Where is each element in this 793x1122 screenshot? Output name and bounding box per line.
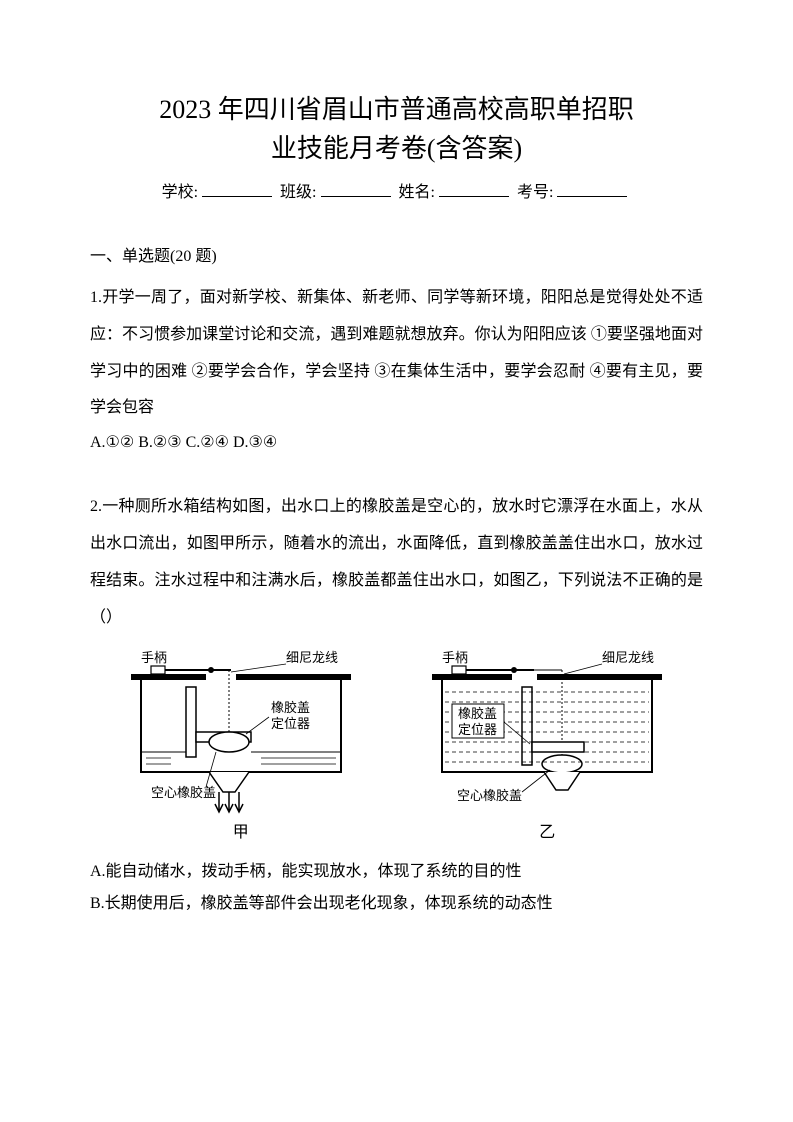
diagram-a-svg: 手柄 细尼龙线 橡胶盖 定位器 空心橡胶盖 bbox=[111, 642, 371, 817]
question-2-text: 2.一种厕所水箱结构如图，出水口上的橡胶盖是空心的，放水时它漂浮在水面上，水从出… bbox=[90, 498, 703, 625]
name-label: 姓名: bbox=[399, 184, 435, 201]
diagram-b: 手柄 细尼龙线 橡胶盖 定位器 空心橡胶盖 乙 bbox=[412, 642, 682, 852]
school-blank[interactable] bbox=[202, 180, 272, 197]
class-label: 班级: bbox=[280, 184, 316, 201]
title-line2: 业技能月考卷(含答案) bbox=[90, 129, 703, 168]
label-cap-b: 空心橡胶盖 bbox=[457, 788, 522, 803]
question-1: 1.开学一周了，面对新学校、新集体、新老师、同学等新环境，阳阳总是觉得处处不适应… bbox=[90, 280, 703, 459]
diagram-a-caption: 甲 bbox=[111, 815, 371, 852]
question-2-option-b: B.长期使用后，橡胶盖等部件会出现老化现象，体现系统的动态性 bbox=[90, 888, 703, 920]
label-thread-b: 细尼龙线 bbox=[602, 650, 654, 665]
label-thread: 细尼龙线 bbox=[286, 650, 338, 665]
label-handle-b: 手柄 bbox=[442, 650, 468, 665]
diagram-a: 手柄 细尼龙线 橡胶盖 定位器 空心橡胶盖 甲 bbox=[111, 642, 371, 852]
school-label: 学校: bbox=[162, 184, 198, 201]
label-locator1-b: 橡胶盖 bbox=[458, 706, 497, 721]
question-2-option-a: A.能自动储水，拨动手柄，能实现放水，体现了系统的目的性 bbox=[90, 856, 703, 888]
label-locator2-b: 定位器 bbox=[458, 722, 497, 737]
question-2-diagrams: 手柄 细尼龙线 橡胶盖 定位器 空心橡胶盖 甲 bbox=[90, 642, 703, 852]
diagram-b-caption: 乙 bbox=[412, 815, 682, 852]
question-1-text: 1.开学一周了，面对新学校、新集体、新老师、同学等新环境，阳阳总是觉得处处不适应… bbox=[90, 289, 703, 416]
label-cap: 空心橡胶盖 bbox=[151, 785, 216, 800]
label-locator2: 定位器 bbox=[271, 716, 310, 731]
name-blank[interactable] bbox=[439, 180, 509, 197]
examno-label: 考号: bbox=[517, 184, 553, 201]
student-info-line: 学校: 班级: 姓名: 考号: bbox=[90, 178, 703, 202]
label-locator1: 橡胶盖 bbox=[271, 700, 310, 715]
class-blank[interactable] bbox=[321, 180, 391, 197]
question-2: 2.一种厕所水箱结构如图，出水口上的橡胶盖是空心的，放水时它漂浮在水面上，水从出… bbox=[90, 489, 703, 920]
examno-blank[interactable] bbox=[557, 180, 627, 197]
diagram-b-svg: 手柄 细尼龙线 橡胶盖 定位器 空心橡胶盖 bbox=[412, 642, 682, 817]
label-handle: 手柄 bbox=[141, 650, 167, 665]
title-line1: 2023 年四川省眉山市普通高校高职单招职 bbox=[90, 90, 703, 129]
exam-page: 2023 年四川省眉山市普通高校高职单招职 业技能月考卷(含答案) 学校: 班级… bbox=[0, 0, 793, 1122]
exam-title: 2023 年四川省眉山市普通高校高职单招职 业技能月考卷(含答案) bbox=[90, 90, 703, 168]
section-1-heading: 一、单选题(20 题) bbox=[90, 242, 703, 266]
question-1-options: A.①② B.②③ C.②④ D.③④ bbox=[90, 427, 703, 459]
